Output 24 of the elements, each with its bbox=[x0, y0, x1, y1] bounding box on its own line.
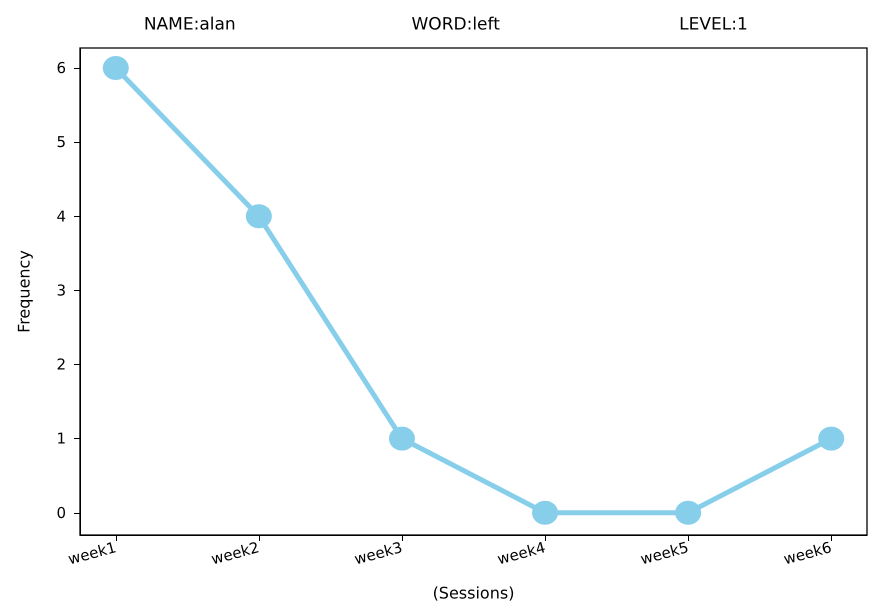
text: NAME:alan bbox=[144, 14, 236, 34]
y-axis-title: Frequency bbox=[14, 250, 34, 333]
x-tick-label: week1 bbox=[66, 538, 118, 568]
point bbox=[818, 426, 844, 451]
point bbox=[246, 204, 272, 228]
x-tick-label: week5 bbox=[638, 538, 690, 568]
text: LEVEL:1 bbox=[679, 14, 748, 34]
y-tick-label: 4 bbox=[56, 207, 66, 226]
text: WORD:left bbox=[412, 14, 500, 34]
y-tick-label: 2 bbox=[56, 356, 66, 374]
y-tick-label: 1 bbox=[56, 430, 66, 448]
y-tick-label: 6 bbox=[56, 59, 66, 78]
x-tick-label: week2 bbox=[209, 538, 262, 568]
y-tick-label: 0 bbox=[56, 504, 66, 522]
y-tick-label: 3 bbox=[56, 281, 66, 300]
x-axis-title: (Sessions) bbox=[432, 584, 514, 602]
point bbox=[102, 56, 129, 80]
x-tick-label: week4 bbox=[495, 538, 548, 568]
y-tick-label: 5 bbox=[56, 133, 66, 152]
x-tick-label: week6 bbox=[782, 538, 834, 568]
point bbox=[532, 500, 558, 525]
point bbox=[388, 426, 415, 451]
x-tick-label: week3 bbox=[352, 538, 404, 568]
point bbox=[675, 500, 702, 525]
